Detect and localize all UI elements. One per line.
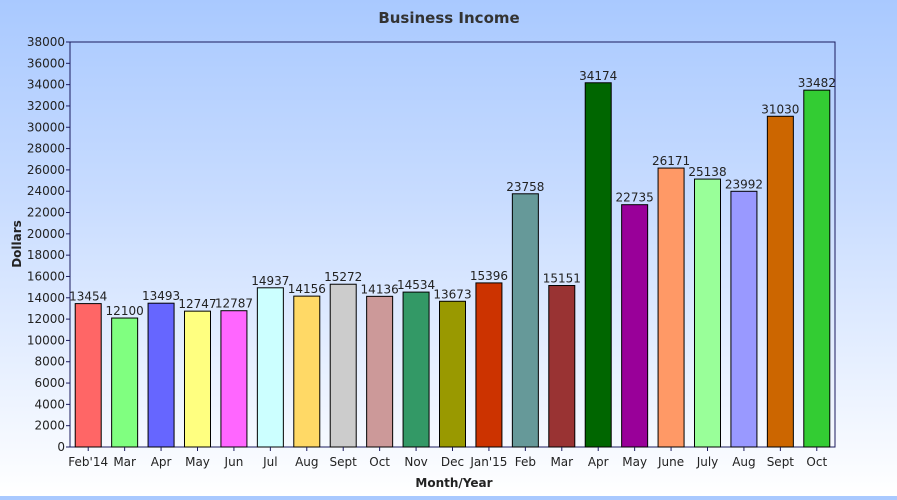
y-tick-label: 12000 xyxy=(27,312,65,326)
y-tick-label: 34000 xyxy=(27,78,65,92)
data-label: 13493 xyxy=(142,289,180,303)
bar xyxy=(293,295,321,448)
y-tick-label: 0 xyxy=(57,440,65,454)
bar xyxy=(766,115,794,448)
y-tick-label: 32000 xyxy=(27,99,65,113)
data-label: 34174 xyxy=(579,69,617,83)
y-tick-label: 28000 xyxy=(27,142,65,156)
x-tick-label: Oct xyxy=(806,455,827,469)
data-label: 12100 xyxy=(106,304,144,318)
y-axis-label: Dollars xyxy=(10,220,24,268)
data-label: 12747 xyxy=(178,297,216,311)
x-tick-label: May xyxy=(622,455,647,469)
x-tick-label: Sept xyxy=(330,455,358,469)
y-tick-label: 2000 xyxy=(34,419,65,433)
x-tick-label: Nov xyxy=(404,455,427,469)
bar xyxy=(584,82,612,448)
data-label: 26171 xyxy=(652,154,690,168)
x-tick-label: Jan'15 xyxy=(469,455,507,469)
bar xyxy=(220,310,248,448)
y-tick-label: 18000 xyxy=(27,248,65,262)
data-label: 22735 xyxy=(616,191,654,205)
x-tick-label: Feb xyxy=(515,455,536,469)
data-label: 15272 xyxy=(324,270,362,284)
bar xyxy=(803,89,831,448)
x-tick-label: July xyxy=(696,455,719,469)
bar xyxy=(657,167,685,448)
data-label: 23758 xyxy=(506,180,544,194)
data-label: 15151 xyxy=(543,272,581,286)
y-tick-label: 30000 xyxy=(27,120,65,134)
y-tick-label: 36000 xyxy=(27,56,65,70)
x-tick-label: Mar xyxy=(550,455,573,469)
bar xyxy=(366,295,394,448)
data-label: 13454 xyxy=(69,290,107,304)
bar xyxy=(694,178,721,448)
x-tick-label: June xyxy=(657,455,684,469)
y-tick-label: 4000 xyxy=(34,397,65,411)
x-tick-label: May xyxy=(185,455,210,469)
x-tick-label: Feb'14 xyxy=(68,455,108,469)
y-tick-label: 8000 xyxy=(34,355,65,369)
bar xyxy=(621,204,649,448)
bar xyxy=(439,300,466,448)
x-tick-label: Aug xyxy=(295,455,318,469)
data-label: 33482 xyxy=(798,76,836,90)
data-label: 25138 xyxy=(688,165,726,179)
data-label: 14937 xyxy=(251,274,289,288)
bar xyxy=(548,285,576,448)
bar xyxy=(730,190,758,448)
y-tick-label: 26000 xyxy=(27,163,65,177)
x-tick-label: Jun xyxy=(224,455,244,469)
y-tick-label: 22000 xyxy=(27,206,65,220)
x-tick-label: Oct xyxy=(369,455,390,469)
chart-title: Business Income xyxy=(378,9,519,27)
data-label: 13673 xyxy=(433,287,471,301)
bar xyxy=(402,291,430,448)
data-label: 23992 xyxy=(725,177,763,191)
data-label: 14156 xyxy=(288,282,326,296)
x-tick-label: Apr xyxy=(151,455,172,469)
data-label: 12787 xyxy=(215,297,253,311)
y-tick-label: 6000 xyxy=(34,376,65,390)
x-tick-label: Sept xyxy=(767,455,795,469)
x-tick-label: Dec xyxy=(441,455,464,469)
data-label: 14136 xyxy=(361,282,399,296)
x-axis-label: Month/Year xyxy=(415,476,492,490)
data-label: 31030 xyxy=(761,102,799,116)
y-tick-label: 10000 xyxy=(27,333,65,347)
bar xyxy=(184,310,211,448)
x-tick-label: Jul xyxy=(262,455,277,469)
bar xyxy=(329,283,357,448)
y-tick-label: 16000 xyxy=(27,269,65,283)
bar xyxy=(74,303,102,448)
bar xyxy=(147,302,175,448)
y-tick-label: 38000 xyxy=(27,35,65,49)
y-tick-label: 14000 xyxy=(27,291,65,305)
x-tick-label: Apr xyxy=(588,455,609,469)
x-tick-label: Mar xyxy=(113,455,136,469)
y-tick-label: 20000 xyxy=(27,227,65,241)
data-label: 14534 xyxy=(397,278,435,292)
y-tick-label: 24000 xyxy=(27,184,65,198)
bar xyxy=(511,193,539,448)
x-tick-label: Aug xyxy=(732,455,755,469)
bar xyxy=(111,317,139,448)
bar xyxy=(475,282,503,448)
data-label: 15396 xyxy=(470,269,508,283)
bar xyxy=(256,287,284,448)
